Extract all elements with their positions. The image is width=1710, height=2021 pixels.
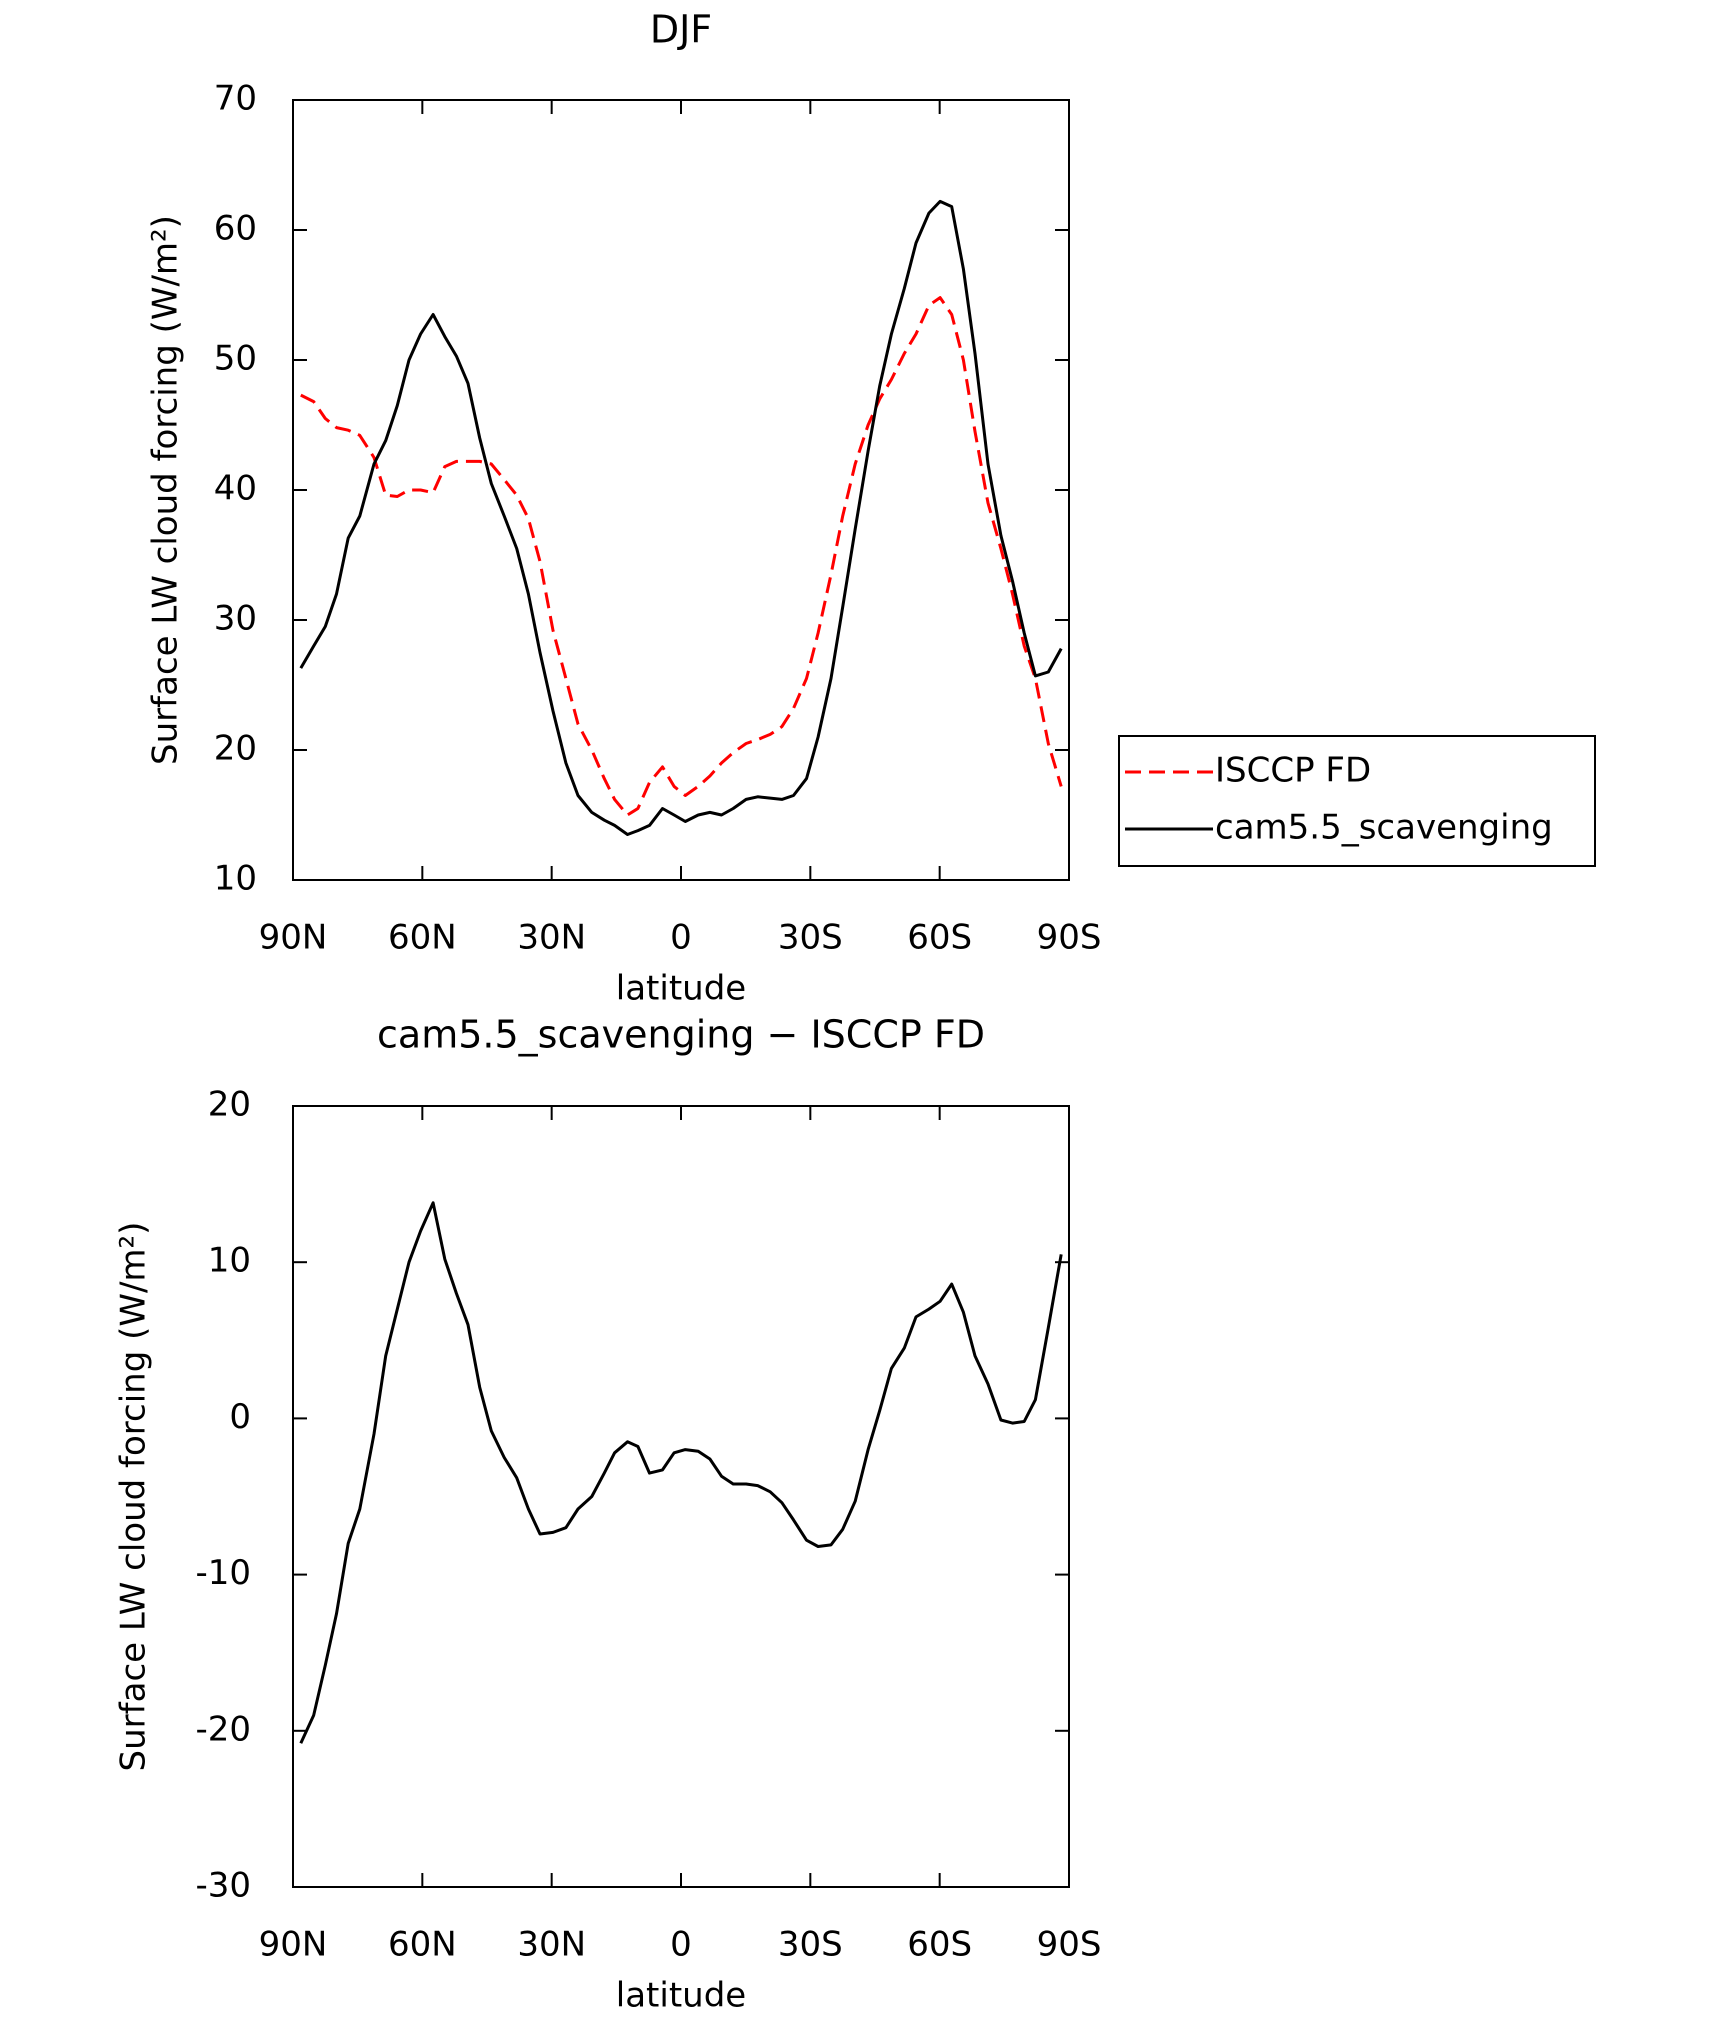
x-tick-label: 0 [670, 918, 692, 958]
y-tick-label: 10 [214, 859, 257, 899]
plot-frame [292, 99, 1070, 881]
x-tick-label: 90S [1037, 1925, 1102, 1965]
legend-box [1118, 735, 1596, 867]
line-series [299, 199, 1063, 836]
x-tick-label: 30S [778, 918, 843, 958]
x-tick-label: 60S [907, 918, 972, 958]
x-tick-label: 90N [259, 1925, 328, 1965]
legend-label: ISCCP FD [1215, 751, 1371, 791]
line-series [299, 1201, 1063, 1744]
chart-title: cam5.5_scavenging − ISCCP FD [377, 1013, 985, 1057]
legend-label: cam5.5_scavenging [1215, 808, 1553, 848]
x-tick-label: 60S [907, 1925, 972, 1965]
y-tick-label: 20 [214, 729, 257, 769]
x-tick-label: 30S [778, 1925, 843, 1965]
y-axis-label: Surface LW cloud forcing (W/m²) [114, 1222, 154, 1772]
x-tick-label: 0 [670, 1925, 692, 1965]
y-tick-label: -20 [195, 1709, 251, 1749]
x-tick-label: 30N [517, 1925, 586, 1965]
y-tick-label: 20 [208, 1085, 251, 1125]
line-series [300, 296, 1063, 817]
y-tick-label: 60 [214, 209, 257, 249]
y-tick-label: 50 [214, 339, 257, 379]
y-tick-label: 10 [208, 1241, 251, 1281]
x-tick-label: 60N [388, 1925, 457, 1965]
x-tick-label: 60N [388, 918, 457, 958]
y-tick-label: -30 [195, 1866, 251, 1906]
x-tick-label: 90N [259, 918, 328, 958]
x-tick-label: 30N [517, 918, 586, 958]
y-axis-label: Surface LW cloud forcing (W/m²) [146, 215, 186, 765]
chart-title: DJF [650, 8, 712, 52]
y-tick-label: -10 [195, 1553, 251, 1593]
y-tick-label: 70 [214, 79, 257, 119]
plot-frame [292, 1105, 1070, 1888]
y-tick-label: 30 [214, 599, 257, 639]
x-axis-label: latitude [616, 969, 746, 1009]
y-tick-label: 40 [214, 469, 257, 509]
y-tick-label: 0 [229, 1397, 251, 1437]
x-axis-label: latitude [616, 1976, 746, 2016]
x-tick-label: 90S [1037, 918, 1102, 958]
